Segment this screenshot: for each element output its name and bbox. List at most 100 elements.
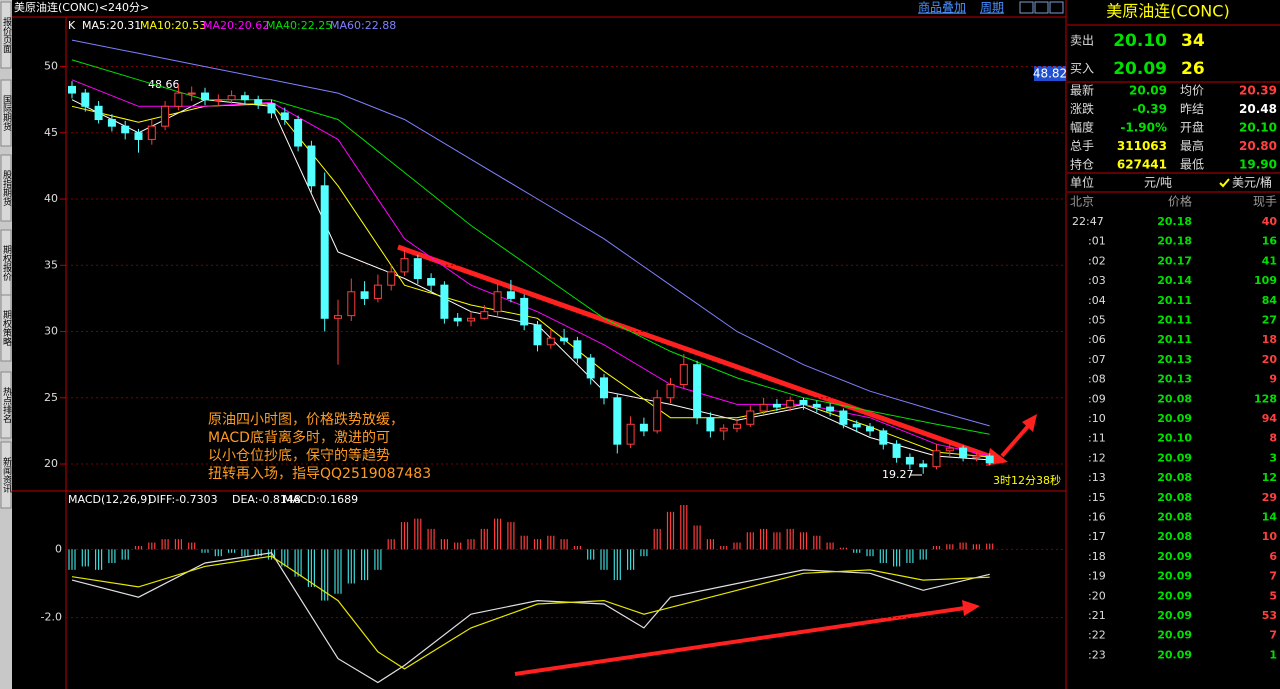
button[interactable] [1019, 1, 1034, 14]
candle-body [639, 423, 648, 432]
candle-body [320, 185, 329, 319]
side-tab [0, 79, 12, 147]
tick-volume: 27 [1262, 314, 1277, 327]
side-tab-label[interactable]: 期权策略 [1, 310, 12, 346]
candle-body [919, 463, 928, 468]
candle-body [693, 364, 702, 419]
candle-body [546, 337, 555, 346]
tick-time: :03 [1088, 274, 1106, 287]
info-value: 20.39 [1239, 84, 1277, 98]
period-link[interactable]: 周期 [980, 1, 1004, 15]
candle-body [174, 92, 183, 107]
tick-volume: 84 [1262, 294, 1278, 307]
annotation-line: 以小仓位抄底，保守的等趋势 [208, 447, 390, 464]
info-value: 20.48 [1239, 102, 1277, 116]
candle-body [866, 426, 874, 432]
tick-price: 20.08 [1157, 491, 1192, 504]
y-tick-label: 35 [44, 258, 58, 271]
high-label: 48.66 [148, 78, 180, 91]
bid-price: 20.09 [1113, 59, 1167, 79]
y-tick-label: 30 [44, 325, 58, 338]
legend-entry: MA40:22.25 [266, 19, 332, 32]
ma-line [71, 59, 990, 435]
info-value: 20.10 [1239, 121, 1277, 135]
tick-volume: 94 [1262, 412, 1278, 425]
candle-body [467, 317, 475, 322]
side-tab-label[interactable]: 国际期货 [1, 95, 12, 132]
candle-body [959, 447, 968, 458]
tick-price: 20.08 [1157, 511, 1192, 524]
tick-price: 20.09 [1157, 609, 1192, 622]
tick-time: :11 [1088, 432, 1106, 445]
tick-time: :08 [1088, 373, 1106, 386]
tick-time: :07 [1088, 353, 1106, 366]
tick-price: 20.09 [1157, 451, 1192, 464]
candle-body [653, 397, 662, 432]
candle-body [161, 105, 170, 127]
candle-body [759, 403, 768, 412]
unit-option[interactable]: 美元/桶 [1232, 175, 1272, 190]
candle-body [480, 311, 489, 319]
candle-body [307, 145, 316, 187]
candle-body [121, 125, 130, 134]
y-tick-label: 50 [44, 60, 58, 73]
tick-time: :16 [1088, 511, 1106, 524]
y-tick-label: -2.0 [41, 611, 62, 624]
button[interactable] [1034, 1, 1049, 14]
ask-price: 20.10 [1113, 31, 1167, 51]
info-value: 20.80 [1239, 139, 1277, 153]
tick-time: :10 [1088, 412, 1106, 425]
overlay-link[interactable]: 商品叠加 [918, 0, 966, 15]
info-value: 311063 [1117, 139, 1167, 153]
info-label: 均价 [1180, 84, 1204, 98]
candle-body [68, 85, 76, 94]
info-label: 最低 [1180, 158, 1204, 172]
candle-body [214, 99, 223, 102]
side-tab-label[interactable]: 新闻资讯 [1, 456, 12, 494]
tick-price: 20.09 [1157, 550, 1192, 563]
legend-entry: MA60:22.88 [330, 19, 396, 32]
ma-line [71, 39, 990, 427]
tick-price: 20.10 [1157, 432, 1192, 445]
quote-title-bar [1067, 0, 1280, 24]
legend-entry: MA5:20.31 [82, 19, 141, 32]
tick-time: :15 [1088, 491, 1106, 504]
side-tab-label[interactable]: 期权报价 [1, 245, 12, 281]
info-label: 最高 [1180, 138, 1204, 153]
legend-entry: MA10:20.53 [140, 19, 206, 32]
tick-price: 20.09 [1157, 648, 1192, 661]
candle-body [334, 315, 342, 319]
candle-body [227, 95, 236, 101]
tick-volume: 20 [1262, 353, 1278, 366]
candle-body [134, 132, 143, 140]
side-tab-label[interactable]: 报价页面 [1, 16, 12, 54]
tick-time: :06 [1088, 333, 1106, 346]
candle-body [905, 456, 914, 465]
annotation-line: MACD底背离多时，激进的可 [208, 429, 390, 446]
candle-body [573, 340, 582, 359]
tick-volume: 109 [1254, 274, 1277, 287]
tick-price: 20.11 [1157, 294, 1192, 307]
low-label: 19.27 [882, 468, 914, 481]
tick-volume: 10 [1262, 530, 1278, 543]
tick-price: 20.09 [1157, 570, 1192, 583]
button[interactable] [1049, 1, 1064, 14]
y-tick-label: 25 [44, 391, 58, 404]
y-tick-label: 40 [44, 192, 58, 205]
side-tab [0, 154, 12, 222]
trend-arrow [397, 244, 1001, 463]
unit-option[interactable]: 元/吨 [1144, 176, 1172, 190]
side-tab-label[interactable]: 热点排名 [1, 386, 12, 424]
annotation-line: 扭转再入场，指导QQ2519087483 [208, 466, 431, 482]
tick-time: :01 [1088, 235, 1106, 248]
tick-price: 20.09 [1157, 629, 1192, 642]
candle-body [493, 291, 502, 313]
candle-body [440, 284, 449, 319]
side-tab-label[interactable]: 股指期货 [1, 170, 12, 207]
arrow-head [962, 600, 980, 616]
info-label: 持仓 [1070, 157, 1094, 172]
candle-body [187, 92, 196, 95]
